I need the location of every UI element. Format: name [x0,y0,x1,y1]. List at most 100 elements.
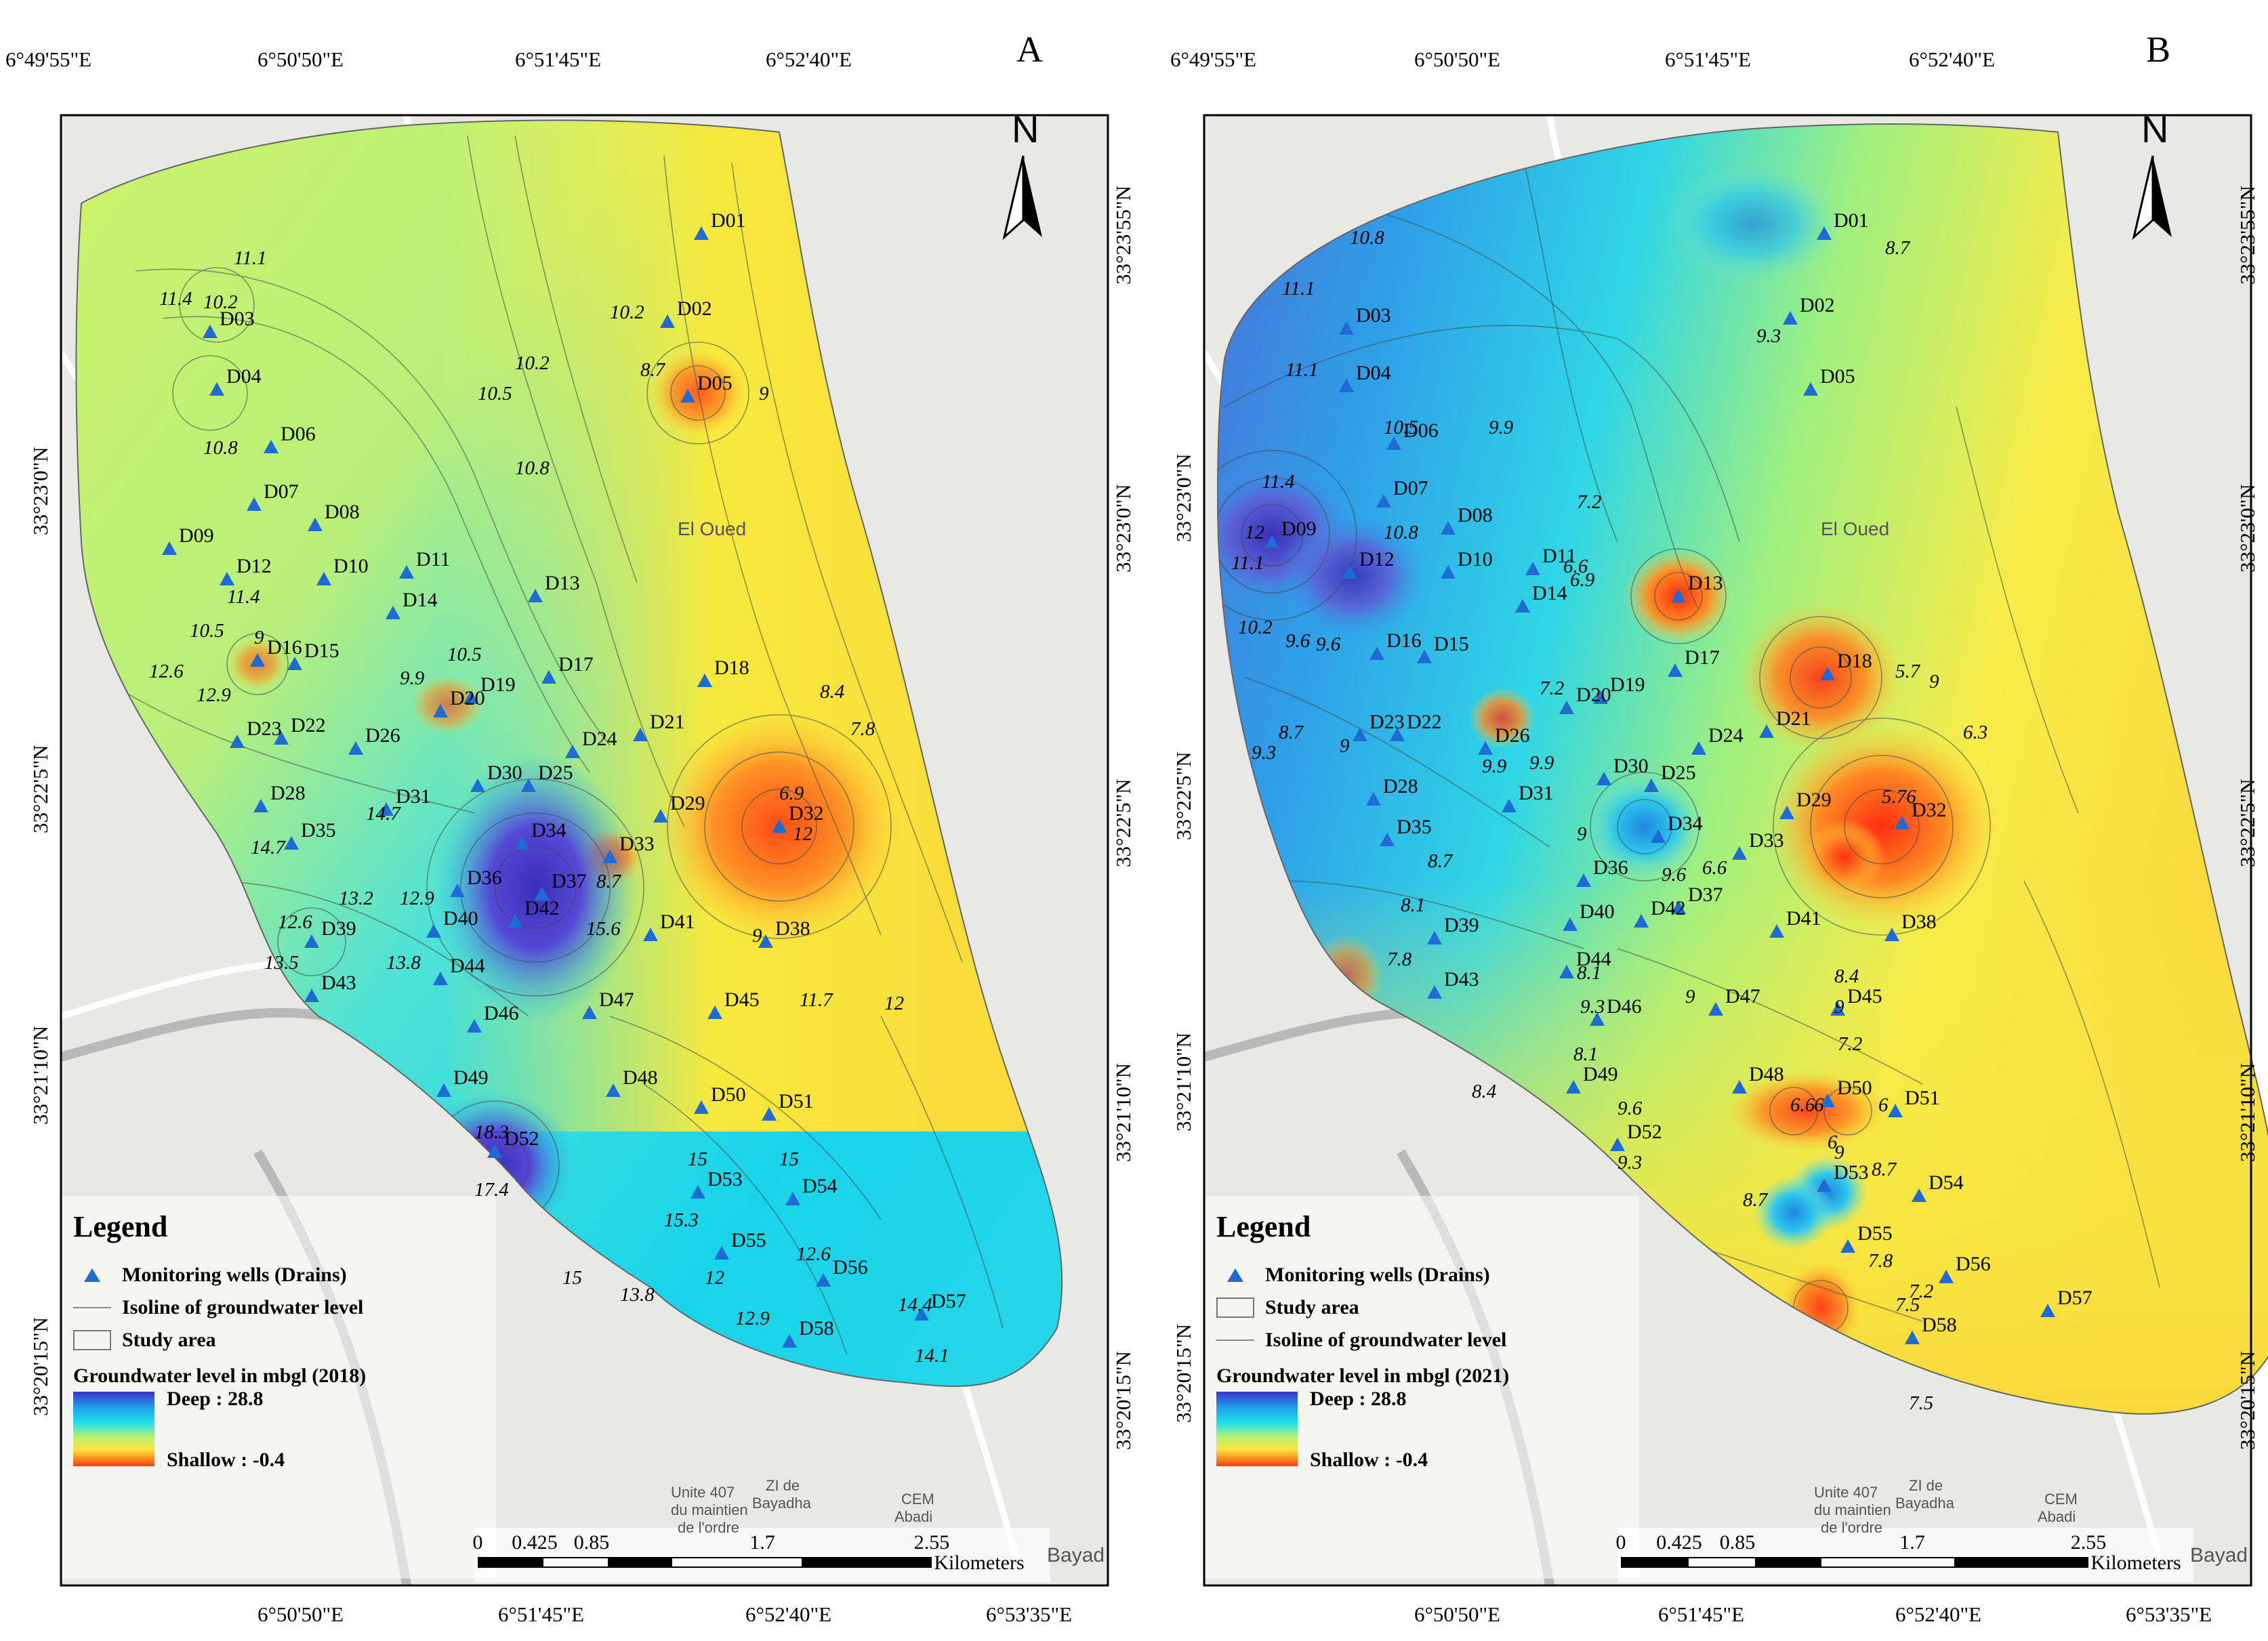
svg-text:du maintien: du maintien [1814,1501,1891,1518]
svg-text:Bayad: Bayad [2190,1544,2248,1566]
well-label-d34: D34 [531,819,566,842]
study-area-box-icon [1216,1297,1254,1318]
legend-item-wells-a: Monitoring wells (Drains) [122,1264,347,1286]
well-label-d14: D14 [1532,582,1567,604]
isoline-label: 6.6 [1563,556,1588,577]
isoline-label: 9 [752,925,762,947]
svg-text:ZI de: ZI de [1909,1477,1943,1494]
well-label-d29: D29 [670,792,705,814]
isoline-label: 9.3 [1580,996,1605,1018]
isoline-label: 12 [705,1267,724,1289]
well-marker-d07 [247,497,262,511]
well-marker-d23 [1353,728,1367,741]
well-label-d43: D43 [1444,968,1479,991]
well-label-d14: D14 [403,589,438,611]
well-label-d33: D33 [1749,829,1784,852]
well-label-d09: D09 [1281,518,1317,540]
well-marker-d20 [433,704,448,718]
isoline-label: 9.3 [1252,742,1276,764]
well-marker-d54 [785,1192,800,1205]
isoline-label: 14.1 [915,1345,949,1367]
left-tick-b-3: 33°20'15"N [1172,1323,1195,1423]
well-label-d21: D21 [1776,707,1811,730]
isoline-label: 13.2 [339,888,373,909]
well-label-d08: D08 [325,501,360,523]
isoline-label: 9 [1577,823,1587,845]
well-label-d04: D04 [226,365,262,388]
well-marker-d24 [565,745,580,758]
well-marker-d31 [1502,799,1517,812]
svg-text:de l'ordre: de l'ordre [678,1519,739,1536]
well-label-d49: D49 [1583,1063,1618,1085]
well-marker-d33 [602,850,617,863]
well-marker-d38 [758,934,773,948]
isoline-label: 15.3 [664,1209,699,1231]
well-label-d02: D02 [1800,294,1835,316]
well-label-d05: D05 [1820,365,1855,388]
isoline-label: 6.6 [1790,1094,1815,1116]
isoline-label: 11.7 [800,989,833,1011]
well-marker-d37 [535,887,550,900]
well-marker-d23 [230,734,245,748]
isoline-label: 9.3 [1617,1152,1642,1173]
well-marker-d32 [772,819,787,833]
panel-label-a: A [1016,29,1043,70]
well-marker-d40 [1563,917,1578,931]
isoline-label: 12.6 [796,1243,831,1265]
well-label-d53: D53 [707,1168,743,1190]
isoline-label: 7.8 [1868,1250,1893,1272]
isoline-label: 7.2 [1540,678,1564,699]
well-label-d31: D31 [396,785,431,808]
isoline-label: 8.1 [1401,894,1425,916]
well-marker-d41 [643,928,658,941]
well-label-d12: D12 [236,555,272,577]
well-marker-d04 [1339,379,1354,392]
well-label-d16: D16 [267,636,302,659]
scale-tick-a-0: 0 [472,1531,483,1554]
well-label-d26: D26 [365,724,400,747]
well-marker-d44 [1559,965,1574,978]
top-tick-a-1: 6°50'50"E [257,47,344,71]
well-marker-d56 [816,1273,831,1287]
isoline-label: 17.4 [474,1179,509,1201]
right-tick-b-4: 33°20'15"N [2235,1350,2259,1450]
well-label-d17: D17 [558,653,594,676]
well-label-d35: D35 [301,819,336,842]
well-label-d01: D01 [711,209,746,232]
isoline-label: 8.4 [1472,1081,1496,1102]
svg-text:Bayadha: Bayadha [752,1495,812,1512]
isoline-label: 12.9 [197,684,231,706]
well-marker-d26 [1478,741,1493,755]
well-marker-d22 [274,731,289,745]
well-marker-d33 [1732,846,1747,860]
well-marker-d52 [487,1144,502,1158]
legend-ramp-title-a: Groundwater level in mbgl (2018) [73,1365,367,1387]
well-marker-d12 [220,572,234,585]
isoline-label: 14.7 [366,803,401,825]
well-marker-d44 [433,972,448,985]
well-marker-d18 [697,673,712,687]
well-label-d15: D15 [304,640,339,662]
isoline-label: 9 [1340,735,1350,757]
well-label-d58: D58 [799,1317,834,1339]
well-marker-d09 [1264,535,1279,548]
well-marker-d16 [1369,646,1384,660]
well-label-d13: D13 [545,572,580,594]
isoline-label: 11.1 [1282,278,1315,299]
isoline-label: 11.1 [1285,359,1319,381]
svg-text:CEM: CEM [2044,1491,2078,1508]
legend-a: Legend Monitoring wells (Drains) Isoline… [73,1209,366,1473]
well-marker-d07 [1376,494,1391,507]
well-label-d17: D17 [1685,646,1720,669]
north-label-a: N [1012,108,1039,150]
isoline-label: 10.5 [1384,417,1418,438]
isoline-label: 10.2 [1238,617,1273,638]
well-label-d25: D25 [1661,762,1696,784]
isoline-labels-b: 10.811.111.110.5 9.98.79.311.41211.110.81… [1231,227,1987,1414]
well-marker-d46 [467,1019,482,1033]
well-label-d42: D42 [1651,897,1686,919]
well-label-d48: D48 [623,1066,658,1089]
isoline-label: 12.6 [149,661,184,682]
isoline-label: 10.2 [610,302,644,323]
isoline-label: 8.4 [1834,965,1859,987]
